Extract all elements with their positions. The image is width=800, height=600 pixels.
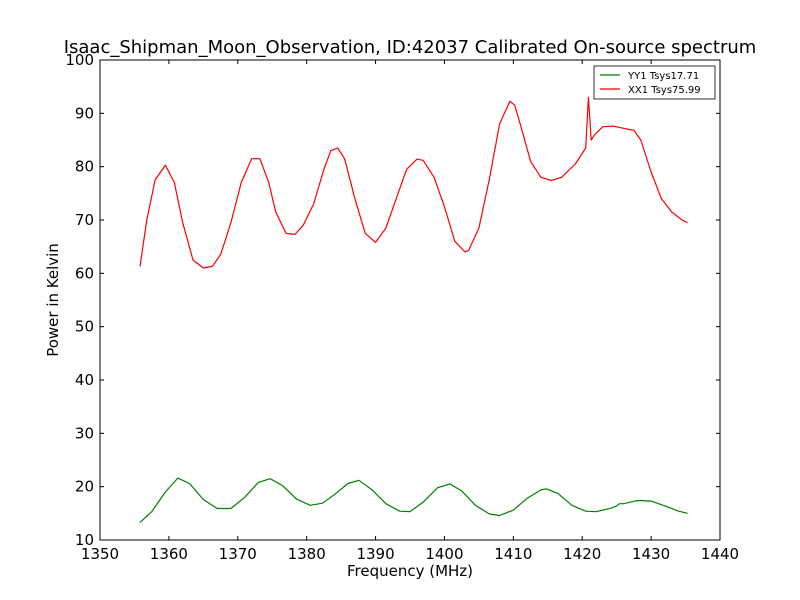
legend-box <box>593 65 716 100</box>
x-axis-label: Frequency (MHz) <box>347 562 473 580</box>
x-tick-label: 1350 <box>81 545 119 563</box>
y-tick-label: 70 <box>75 211 94 229</box>
x-tick-label: 1360 <box>150 545 188 563</box>
x-tick-label: 1400 <box>425 545 463 563</box>
y-tick-label: 50 <box>75 318 94 336</box>
y-axis: 10 20 30 40 50 60 70 80 90 100 <box>65 51 720 549</box>
y-tick-label: 20 <box>75 478 94 496</box>
y-tick-label: 10 <box>75 531 94 549</box>
y-tick-label: 40 <box>75 371 94 389</box>
x-tick-label: 1390 <box>356 545 394 563</box>
x-tick-label: 1370 <box>219 545 257 563</box>
y-tick-label: 60 <box>75 264 94 282</box>
series-layer <box>139 96 688 523</box>
legend-label: YY1 Tsys17.71 <box>627 71 699 82</box>
legend: YY1 Tsys17.71 XX1 Tsys75.99 <box>593 65 716 100</box>
series-line-2 <box>139 96 688 269</box>
x-tick-label: 1380 <box>288 545 326 563</box>
y-tick-label: 30 <box>75 424 94 442</box>
x-tick-label: 1410 <box>494 545 532 563</box>
x-tick-label: 1430 <box>632 545 670 563</box>
y-tick-label: 90 <box>75 104 94 122</box>
x-axis: 1350 1360 1370 1380 1390 1400 1410 1420 1430 1440 <box>81 60 739 563</box>
series-line-1 <box>139 477 688 523</box>
legend-label: XX1 Tsys75.99 <box>628 85 701 96</box>
plot-area: 1350 1360 1370 1380 1390 1400 1410 1420 1430 1440… <box>65 51 739 563</box>
y-axis-label: Power in Kelvin <box>44 243 62 357</box>
x-tick-label: 1440 <box>701 545 739 563</box>
chart-title: Isaac_Shipman_Moon_Observation, ID:42037… <box>64 37 757 58</box>
y-tick-label: 100 <box>65 51 94 69</box>
y-tick-label: 80 <box>75 158 94 176</box>
x-tick-label: 1420 <box>563 545 601 563</box>
plot-frame <box>99 59 721 541</box>
